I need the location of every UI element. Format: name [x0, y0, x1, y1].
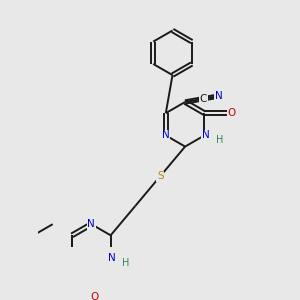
- Text: O: O: [91, 292, 99, 300]
- Text: C: C: [200, 94, 207, 104]
- Text: N: N: [215, 91, 223, 101]
- Text: H: H: [216, 135, 224, 145]
- Text: N: N: [202, 130, 210, 140]
- Text: H: H: [122, 257, 130, 268]
- Text: N: N: [87, 219, 95, 229]
- Text: S: S: [157, 171, 164, 181]
- Text: N: N: [108, 253, 116, 262]
- Text: N: N: [162, 130, 170, 140]
- Text: O: O: [227, 108, 236, 118]
